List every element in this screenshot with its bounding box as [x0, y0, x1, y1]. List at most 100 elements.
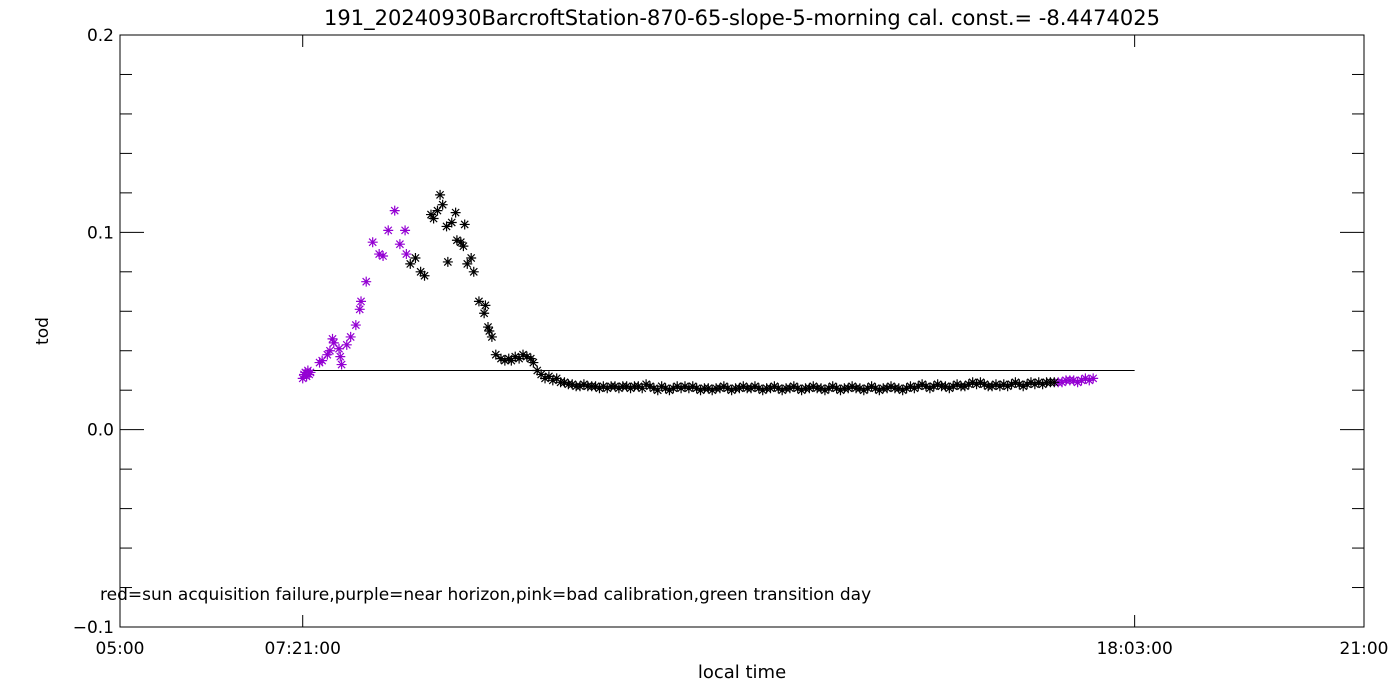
data-point: [499, 355, 510, 366]
data-point: [1022, 379, 1033, 390]
data-point: [773, 383, 784, 394]
data-point: [1037, 379, 1048, 390]
data-point: [305, 367, 316, 378]
data-point: [784, 383, 795, 394]
data-point: [1076, 375, 1087, 386]
data-point: [971, 379, 982, 390]
data-point: [415, 266, 426, 277]
data-point: [625, 383, 636, 394]
data-point: [602, 383, 613, 394]
data-point: [333, 343, 344, 354]
data-point: [1025, 377, 1036, 388]
data-point: [967, 377, 978, 388]
data-point: [543, 371, 554, 382]
data-point: [594, 383, 605, 394]
data-point: [905, 381, 916, 392]
data-point: [765, 383, 776, 394]
data-point: [831, 383, 842, 394]
data-point: [656, 381, 667, 392]
data-point: [788, 381, 799, 392]
data-point: [473, 296, 484, 307]
data-point: [405, 258, 416, 269]
data-point: [1018, 381, 1029, 392]
data-point: [827, 381, 838, 392]
data-point: [578, 379, 589, 390]
data-point: [757, 385, 768, 396]
data-point: [341, 339, 352, 350]
data-point: [495, 353, 506, 364]
data-point: [324, 345, 335, 356]
data-point: [816, 383, 827, 394]
data-point: [948, 381, 959, 392]
data-point: [518, 349, 529, 360]
data-point: [389, 205, 400, 216]
data-point: [428, 213, 439, 224]
data-point: [944, 383, 955, 394]
data-point: [994, 381, 1005, 392]
data-point: [952, 379, 963, 390]
data-point: [459, 219, 470, 230]
data-point: [777, 385, 788, 396]
data-point: [676, 383, 687, 394]
data-point: [458, 241, 469, 252]
data-point: [893, 383, 904, 394]
data-point: [455, 237, 466, 248]
data-point: [882, 383, 893, 394]
data-point: [746, 383, 757, 394]
data-point: [297, 373, 308, 384]
data-point: [610, 381, 621, 392]
data-point: [479, 308, 490, 319]
data-point: [446, 217, 457, 228]
data-point: [1057, 377, 1068, 388]
data-point: [909, 383, 920, 394]
data-point: [835, 385, 846, 396]
data-point: [897, 385, 908, 396]
data-point: [426, 209, 436, 220]
data-point: [613, 383, 624, 394]
data-point: [804, 383, 815, 394]
data-point: [590, 381, 601, 392]
data-point: [854, 383, 865, 394]
data-point: [932, 379, 943, 390]
data-point: [843, 383, 854, 394]
data-point: [483, 322, 494, 333]
data-point: [336, 359, 347, 370]
data-point: [374, 249, 385, 260]
data-point: [525, 353, 536, 364]
data-point: [551, 373, 562, 384]
data-point: [668, 383, 679, 394]
data-point: [410, 252, 421, 263]
x-tick-label: 18:03:00: [1096, 639, 1172, 659]
data-point: [486, 331, 497, 342]
data-point: [506, 355, 517, 366]
data-point: [641, 379, 652, 390]
data-point: [633, 381, 644, 392]
data-point: [335, 351, 346, 362]
data-point: [468, 266, 479, 277]
data-point: [987, 381, 998, 392]
data-point: [1084, 375, 1095, 386]
data-point: [419, 270, 430, 281]
x-tick-label: 21:00: [1340, 639, 1389, 659]
data-point: [1080, 373, 1091, 384]
data-point: [540, 373, 551, 384]
data-point: [1049, 377, 1060, 388]
data-point: [924, 383, 935, 394]
data-point: [940, 381, 951, 392]
data-point: [734, 383, 745, 394]
data-point: [514, 353, 525, 364]
data-point: [679, 381, 690, 392]
data-point: [921, 381, 932, 392]
y-tick-label: 0.2: [87, 26, 114, 46]
data-points: [297, 189, 1099, 396]
data-point: [672, 381, 683, 392]
data-point: [979, 379, 990, 390]
y-tick-label: 0.1: [87, 223, 114, 243]
data-point: [792, 383, 803, 394]
data-point: [400, 225, 411, 236]
axis-ticks: [119, 34, 1365, 628]
data-point: [808, 381, 819, 392]
data-point: [317, 355, 328, 366]
data-point: [652, 385, 663, 396]
data-point: [1006, 379, 1017, 390]
